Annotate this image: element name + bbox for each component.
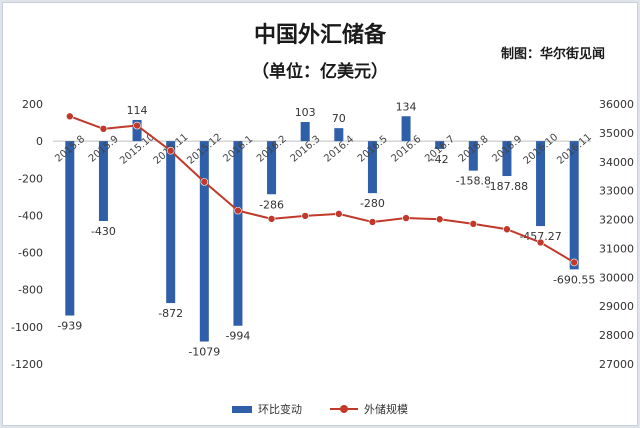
chart-plot: 200 0 -200 -400 -600 -800 -1000 -1200 36000 35000… [11, 98, 634, 371]
bar-2015.10 [132, 119, 142, 142]
bar-2016.7 [435, 141, 445, 149]
bar-2016.5 [367, 141, 377, 194]
legend-swatch-line [330, 404, 358, 414]
left-axis-tick-label: -600 [18, 247, 43, 260]
bar-data-label: -187.88 [486, 180, 528, 193]
bar-2015.9 [98, 141, 108, 221]
bar-data-label: -1079 [188, 346, 220, 359]
bar-data-label: 134 [396, 100, 417, 113]
left-axis-tick-label: 200 [22, 98, 43, 111]
right-axis-tick-label: 31000 [599, 242, 634, 255]
chart-title: 中国外汇储备 [253, 23, 386, 48]
bar-data-label: -158.8 [456, 175, 491, 188]
chart-credit: 制图：华尔街见闻 [500, 47, 605, 62]
legend-label-bar: 环比变动 [258, 403, 302, 416]
right-axis-tick-label: 32000 [599, 214, 634, 227]
bar-data-label: 70 [332, 112, 346, 125]
bar-data-label: 114 [127, 104, 148, 117]
right-axis-tick-label: 36000 [599, 98, 634, 111]
legend-label-line: 外储规模 [364, 403, 408, 416]
left-axis-tick-label: -1000 [11, 321, 43, 334]
reserve-line [69, 115, 575, 264]
left-axis-tick-label: -800 [18, 284, 43, 297]
reserve-point-2016.9 [503, 225, 511, 234]
bar-2016.2 [267, 141, 277, 195]
right-axis-tick-label: 30000 [599, 271, 634, 284]
bar-2016.6 [401, 116, 411, 142]
reserve-point-2016.4 [335, 210, 343, 218]
reserve-point-2015.10 [133, 121, 141, 130]
bar-2016.10 [536, 141, 546, 227]
bar-data-label: -457.27 [519, 230, 561, 243]
reserve-point-2016.10 [536, 238, 545, 247]
bar-2016.3 [300, 122, 310, 142]
reserve-point-2015.11 [166, 146, 175, 155]
bar-2015.11 [166, 141, 176, 304]
bar-data-label: -690.55 [553, 273, 595, 286]
legend-item-line: 外储规模 [330, 401, 408, 417]
reserve-point-2016.5 [368, 218, 377, 226]
reserve-point-2016.2 [267, 215, 276, 223]
bar-2016.11 [569, 141, 579, 270]
reserve-point-2015.8 [66, 112, 74, 121]
reserve-point-2016.6 [402, 214, 410, 222]
bar-2015.8 [65, 141, 75, 316]
right-axis-tick-label: 27000 [599, 358, 634, 371]
legend-swatch-bar [232, 405, 252, 413]
bar-data-label: -872 [158, 307, 183, 320]
left-axis-tick-label: -200 [18, 172, 43, 185]
reserve-point-2016.11 [570, 258, 578, 267]
chart-subtitle: （单位：亿美元） [252, 62, 388, 82]
bar-data-label: -994 [225, 330, 250, 343]
reserve-point-2015.12 [200, 178, 209, 186]
reserve-point-2016.1 [234, 206, 242, 215]
bar-2016.1 [233, 141, 243, 326]
bar-2016.8 [468, 141, 478, 171]
bar-data-label: -42 [431, 153, 449, 166]
reserve-point-2016.7 [435, 215, 444, 224]
right-axis-tick-label: 29000 [599, 300, 634, 313]
reserve-point-2015.9 [99, 125, 108, 133]
chart-legend: 环比变动 外储规模 [3, 401, 637, 417]
left-axis-tick-label: 0 [36, 135, 43, 148]
bar-data-label: -286 [259, 198, 284, 211]
legend-item-bar: 环比变动 [232, 401, 302, 417]
reserve-point-2016.8 [469, 220, 478, 228]
bar-data-label: -280 [360, 197, 385, 210]
bar-data-label: -430 [91, 225, 116, 238]
right-axis-tick-label: 35000 [599, 127, 634, 140]
bar-data-label: -939 [57, 320, 82, 333]
bar-2016.9 [502, 141, 512, 177]
bar-2015.12 [199, 141, 209, 342]
left-axis-tick-label: -1200 [11, 358, 43, 371]
left-axis-tick-label: -400 [18, 209, 43, 222]
right-axis-tick-label: 28000 [599, 329, 634, 342]
right-axis-tick-label: 34000 [599, 156, 634, 169]
bar-2016.4 [334, 128, 344, 142]
right-axis-tick-label: 33000 [599, 185, 634, 198]
bar-data-label: 103 [295, 106, 316, 119]
reserve-point-2016.3 [301, 212, 309, 220]
